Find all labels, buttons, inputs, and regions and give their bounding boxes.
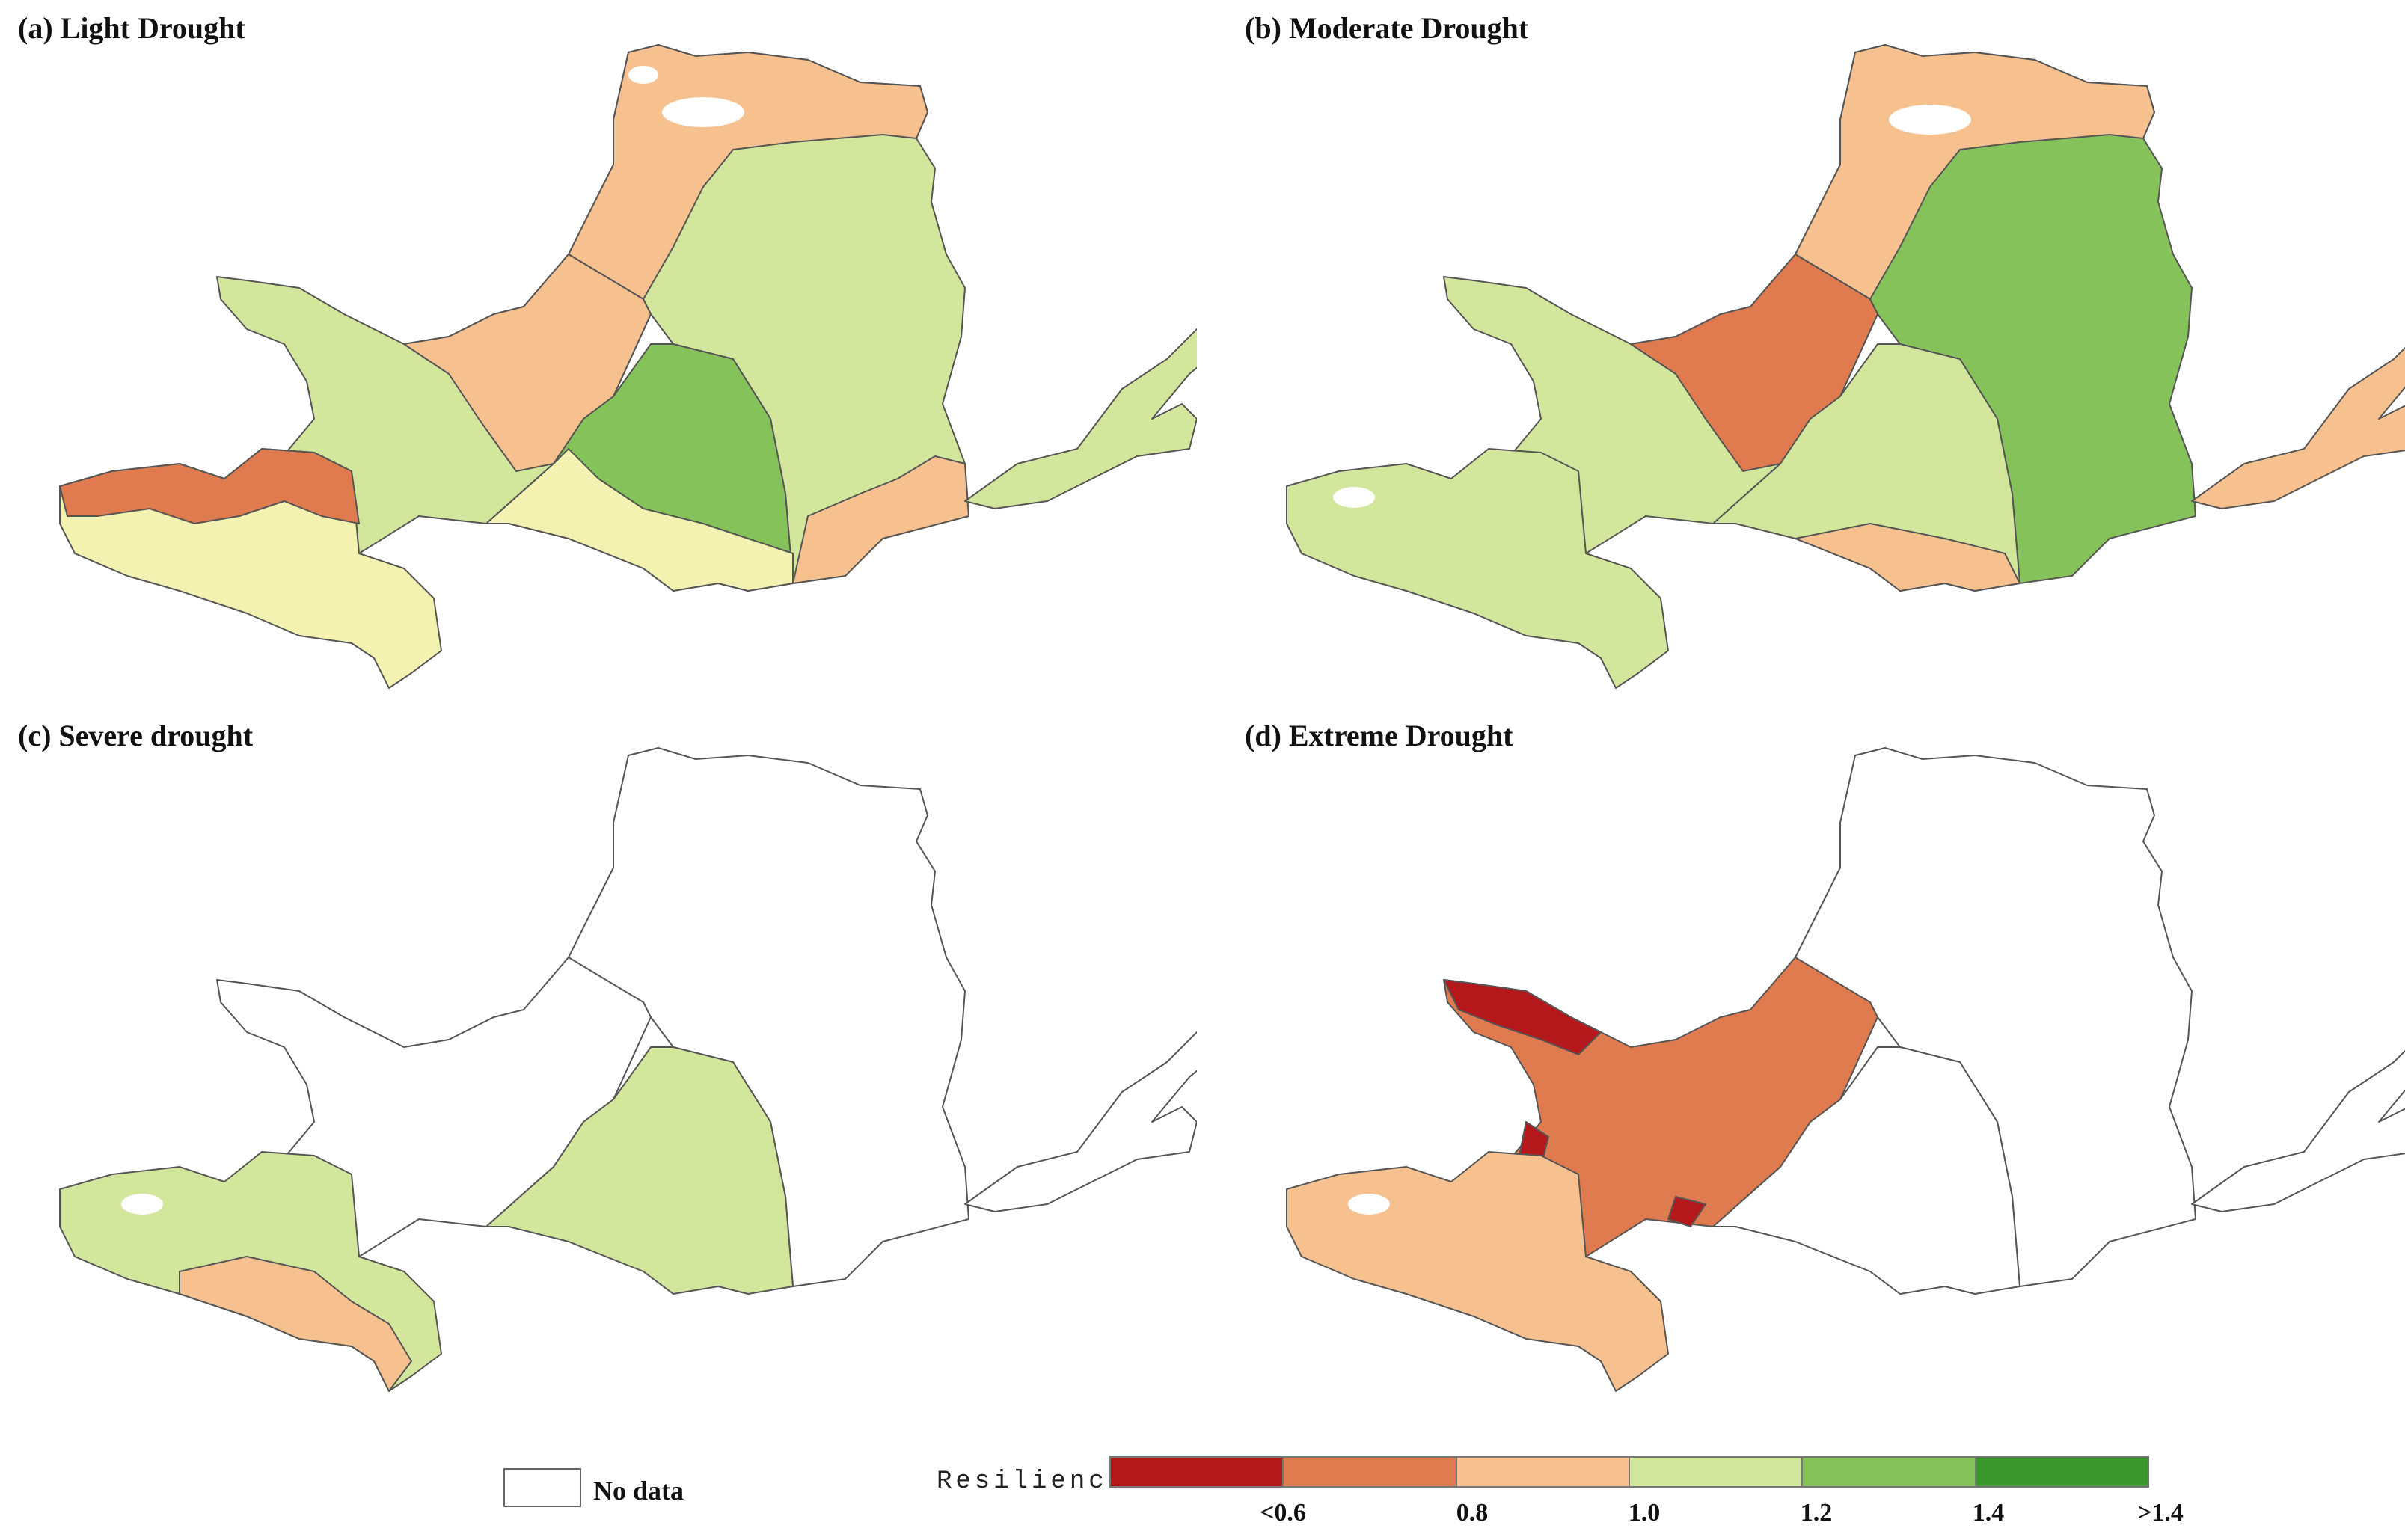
outline-east-tail [964,1031,1197,1212]
panel-title: (d) Extreme Drought [1245,719,1513,752]
map-panel-moderate-drought: (b) Moderate Drought [1227,0,2405,718]
snow-patch-north [628,66,744,127]
legend-swatch [1284,1458,1457,1486]
legend-swatch [1111,1458,1284,1486]
extreme-drought-map [1286,747,2405,1392]
legend-swatch [1456,1458,1630,1486]
region-southwest-patch [59,448,360,524]
outline-north [568,747,969,1287]
region-center [485,1046,794,1295]
legend-tick: 1.0 [1628,1499,1661,1527]
legend-swatch [1976,1458,2148,1486]
region-west-low [1630,254,1878,472]
snow-patch-north [1333,105,1971,508]
region-west-arid [403,254,652,472]
moderate-drought-map [1286,44,2405,689]
map-panel-severe-drought: (c) Severe drought [0,703,1197,1421]
region-southeast [792,455,969,584]
region-east-tail [2191,346,2405,509]
map-panel-light-drought: (a) Light Drought [0,0,1197,718]
legend-swatch [1629,1458,1804,1486]
legend-tick: <0.6 [1260,1499,1306,1527]
no-data-label: No data [593,1476,684,1506]
outline-north [1795,747,2196,1287]
no-data-swatch [503,1468,581,1507]
legend-tick: 1.2 [1800,1499,1833,1527]
region-center-patch [1795,523,2020,592]
panel-title: (a) Light Drought [18,11,245,45]
region-center-mixed [485,448,794,592]
legend-tick: >1.4 [2137,1499,2184,1527]
outline-east-tail [2191,1049,2405,1212]
snow-patch-southwest [121,1194,163,1215]
legend-swatch [1803,1458,1976,1486]
map-panel-extreme-drought: (d) Extreme Drought [1227,703,2405,1421]
legend-title: Resilience [937,1467,1127,1496]
legend-tick: 1.4 [1972,1499,2005,1527]
region-east-tail [964,328,1197,509]
severe-drought-map [59,747,1197,1392]
resilience-color-bar [1109,1456,2149,1488]
panel-title: (b) Moderate Drought [1245,11,1529,45]
light-drought-map [59,44,1197,689]
snow-patch-southwest [1348,1194,1390,1215]
region-southwest [1286,448,1669,689]
panel-title: (c) Severe drought [18,719,254,752]
region-southwest-patch [179,1256,412,1392]
legend-tick: 0.8 [1456,1499,1489,1527]
